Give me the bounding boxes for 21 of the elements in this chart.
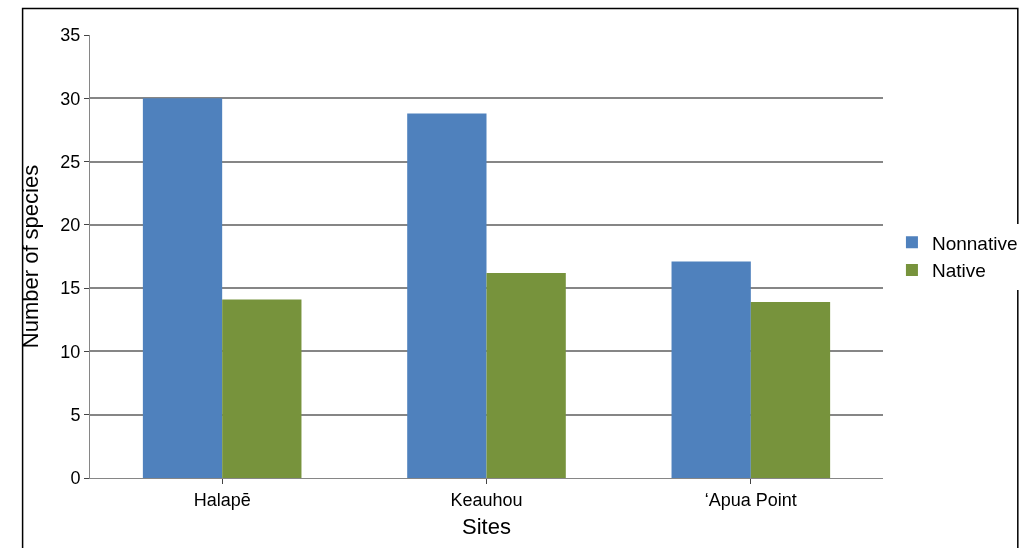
bar	[222, 299, 302, 478]
y-tick-label: 5	[70, 405, 81, 426]
x-axis-title: Sites	[462, 514, 511, 540]
bar	[750, 302, 831, 478]
x-tick-label: Halapē	[193, 489, 251, 510]
x-tick-label: ‘Apua Point	[704, 489, 797, 510]
legend-label: Nonnative	[931, 232, 1018, 254]
y-tick-label: 0	[70, 468, 81, 489]
legend-label: Native	[931, 260, 986, 282]
bar	[671, 261, 751, 478]
y-tick-label: 20	[60, 215, 81, 236]
y-tick-label: 15	[60, 278, 81, 299]
y-tick-label: 10	[60, 341, 81, 362]
y-tick-label: 25	[60, 151, 81, 172]
y-tick-label: 35	[60, 25, 81, 46]
x-tick-label: Keauhou	[450, 489, 523, 510]
y-axis-title: Number of species	[18, 164, 44, 349]
bar	[486, 272, 566, 478]
bar	[142, 98, 223, 478]
y-tick-label: 30	[60, 88, 81, 109]
bar	[407, 113, 487, 478]
